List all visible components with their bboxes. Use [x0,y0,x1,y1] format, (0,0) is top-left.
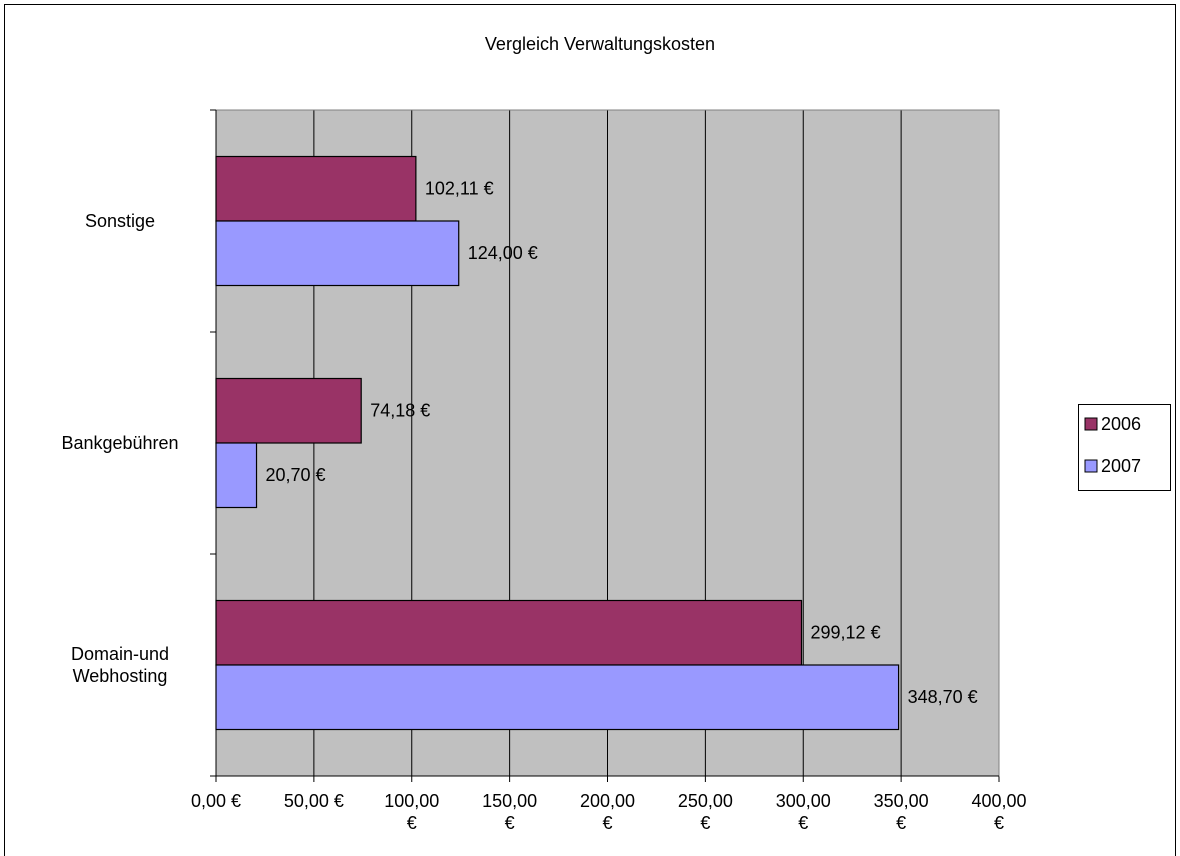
bar [215,155,417,222]
data-label: 348,70 € [908,687,978,707]
x-tick-label: 200,00 € [579,791,636,833]
y-tick-label: Domain-und Webhosting [70,644,170,686]
data-label: 299,12 € [811,623,881,643]
data-label: 102,11 € [425,179,494,199]
x-tick-label: 250,00 € [677,791,733,833]
bar [215,442,258,509]
y-tick-label: Sonstige [84,211,156,231]
x-tick-label: 0,00 € [190,791,242,811]
bar [215,599,803,666]
bar [215,220,460,287]
legend-label: 2006 [1101,414,1141,434]
bar [215,664,900,731]
x-tick-label: 400,00 € [971,791,1027,833]
x-tick-label: 100,00 € [384,791,440,833]
legend-swatch [1084,459,1098,473]
data-label: 74,18 € [370,401,430,421]
legend-swatch [1084,417,1098,431]
data-label: 20,70 € [266,465,326,485]
y-tick-label: Bankgebühren [61,433,179,453]
bar [215,377,362,444]
x-tick-label: 50,00 € [283,791,344,811]
x-tick-label: 350,00 € [873,791,929,833]
chart-title: Vergleich Verwaltungskosten [485,34,715,54]
x-tick-label: 300,00 € [775,791,831,833]
legend-label: 2007 [1101,456,1141,476]
data-label: 124,00 € [468,243,538,263]
x-tick-label: 150,00 € [482,791,538,833]
